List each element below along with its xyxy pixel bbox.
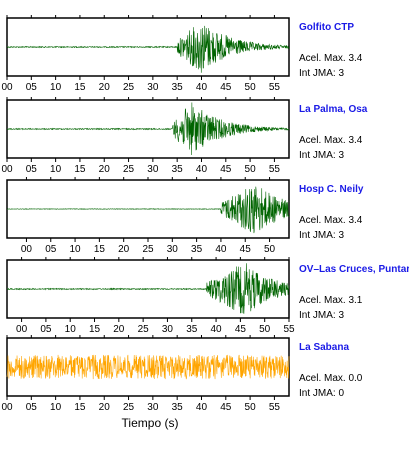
x-tick-label: 50 bbox=[245, 402, 257, 413]
x-tick-label: 25 bbox=[123, 402, 135, 413]
x-axis-label: Tiempo (s) bbox=[121, 416, 179, 430]
panel-info: Hosp C. Neily Acel. Max. 3.4 Int JMA: 3 bbox=[299, 184, 409, 241]
x-tick-label: 35 bbox=[191, 244, 203, 255]
max-acceleration: Acel. Max. 3.1 bbox=[299, 295, 363, 306]
max-acceleration: Acel. Max. 0.0 bbox=[299, 373, 363, 384]
x-tick-label: 30 bbox=[147, 164, 159, 175]
x-tick-label: 00 bbox=[1, 164, 13, 175]
x-tick-label: 15 bbox=[89, 324, 101, 335]
waveform-line bbox=[6, 354, 290, 380]
x-tick-label: 30 bbox=[147, 82, 159, 93]
x-tick-label: 35 bbox=[172, 402, 184, 413]
x-tick-label: 40 bbox=[196, 164, 208, 175]
waveform-line bbox=[6, 25, 290, 73]
station-name: La Sabana bbox=[299, 342, 350, 353]
x-tick-label: 50 bbox=[245, 164, 257, 175]
waveform-line bbox=[6, 263, 290, 314]
station-name: La Palma, Osa bbox=[299, 104, 368, 115]
x-tick-label: 25 bbox=[123, 82, 135, 93]
x-tick-label: 30 bbox=[162, 324, 174, 335]
jma-intensity: Int JMA: 3 bbox=[299, 68, 345, 79]
x-tick-label: 00 bbox=[1, 82, 13, 93]
station-name: OV–Las Cruces, Puntar bbox=[299, 264, 409, 275]
station-name: Hosp C. Neily bbox=[299, 184, 364, 195]
x-tick-label: 25 bbox=[142, 244, 154, 255]
x-tick-label: 20 bbox=[113, 324, 125, 335]
x-tick-label: 55 bbox=[269, 164, 281, 175]
station-name: Golfito CTP bbox=[299, 22, 354, 33]
x-tick-label: 05 bbox=[26, 164, 38, 175]
jma-intensity: Int JMA: 3 bbox=[299, 310, 345, 321]
x-tick-label: 10 bbox=[50, 82, 62, 93]
x-tick-label: 15 bbox=[74, 402, 86, 413]
x-tick-label: 05 bbox=[40, 324, 52, 335]
x-tick-label: 35 bbox=[172, 82, 184, 93]
x-tick-label: 25 bbox=[123, 164, 135, 175]
x-tick-label: 50 bbox=[264, 244, 276, 255]
x-tick-label: 45 bbox=[220, 402, 232, 413]
x-tick-label: 35 bbox=[186, 324, 198, 335]
x-tick-label: 15 bbox=[74, 164, 86, 175]
panel-info: OV–Las Cruces, Puntar Acel. Max. 3.1 Int J… bbox=[299, 264, 409, 321]
x-tick-label: 20 bbox=[99, 82, 111, 93]
panel-info: Golfito CTP Acel. Max. 3.4 Int JMA: 3 bbox=[299, 22, 409, 79]
x-tick-label: 10 bbox=[65, 324, 77, 335]
x-tick-label: 55 bbox=[269, 402, 281, 413]
x-tick-label: 45 bbox=[220, 164, 232, 175]
max-acceleration: Acel. Max. 3.4 bbox=[299, 53, 363, 64]
x-tick-label: 45 bbox=[235, 324, 247, 335]
x-tick-label: 00 bbox=[21, 244, 33, 255]
panel-info: La Sabana Acel. Max. 0.0 Int JMA: 0 bbox=[299, 342, 409, 399]
x-tick-label: 55 bbox=[269, 82, 281, 93]
x-tick-label: 05 bbox=[26, 82, 38, 93]
x-tick-label: 40 bbox=[211, 324, 223, 335]
x-tick-label: 05 bbox=[45, 244, 57, 255]
x-tick-label: 25 bbox=[138, 324, 150, 335]
x-tick-label: 00 bbox=[1, 402, 13, 413]
panel-frame bbox=[6, 259, 290, 319]
x-tick-label: 35 bbox=[172, 164, 184, 175]
waveform-line bbox=[6, 102, 290, 155]
x-tick-label: 40 bbox=[196, 82, 208, 93]
x-tick-label: 15 bbox=[94, 244, 106, 255]
x-tick-label: 00 bbox=[16, 324, 28, 335]
x-tick-label: 15 bbox=[74, 82, 86, 93]
x-tick-label: 40 bbox=[196, 402, 208, 413]
x-tick-label: 05 bbox=[26, 402, 38, 413]
jma-intensity: Int JMA: 3 bbox=[299, 230, 345, 241]
x-tick-label: 10 bbox=[50, 402, 62, 413]
x-tick-label: 20 bbox=[118, 244, 130, 255]
x-tick-label: 55 bbox=[283, 324, 295, 335]
x-tick-label: 10 bbox=[50, 164, 62, 175]
x-tick-label: 50 bbox=[245, 82, 257, 93]
x-tick-label: 45 bbox=[240, 244, 252, 255]
max-acceleration: Acel. Max. 3.4 bbox=[299, 215, 363, 226]
x-tick-label: 45 bbox=[220, 82, 232, 93]
jma-intensity: Int JMA: 0 bbox=[299, 388, 345, 399]
x-tick-label: 20 bbox=[99, 402, 111, 413]
x-tick-label: 40 bbox=[215, 244, 227, 255]
waveform-line bbox=[6, 186, 290, 234]
max-acceleration: Acel. Max. 3.4 bbox=[299, 135, 363, 146]
panel-info: La Palma, Osa Acel. Max. 3.4 Int JMA: 3 bbox=[299, 104, 409, 161]
x-tick-label: 10 bbox=[70, 244, 82, 255]
x-tick-label: 50 bbox=[259, 324, 271, 335]
x-tick-label: 30 bbox=[167, 244, 179, 255]
jma-intensity: Int JMA: 3 bbox=[299, 150, 345, 161]
x-tick-label: 20 bbox=[99, 164, 111, 175]
x-tick-label: 30 bbox=[147, 402, 159, 413]
